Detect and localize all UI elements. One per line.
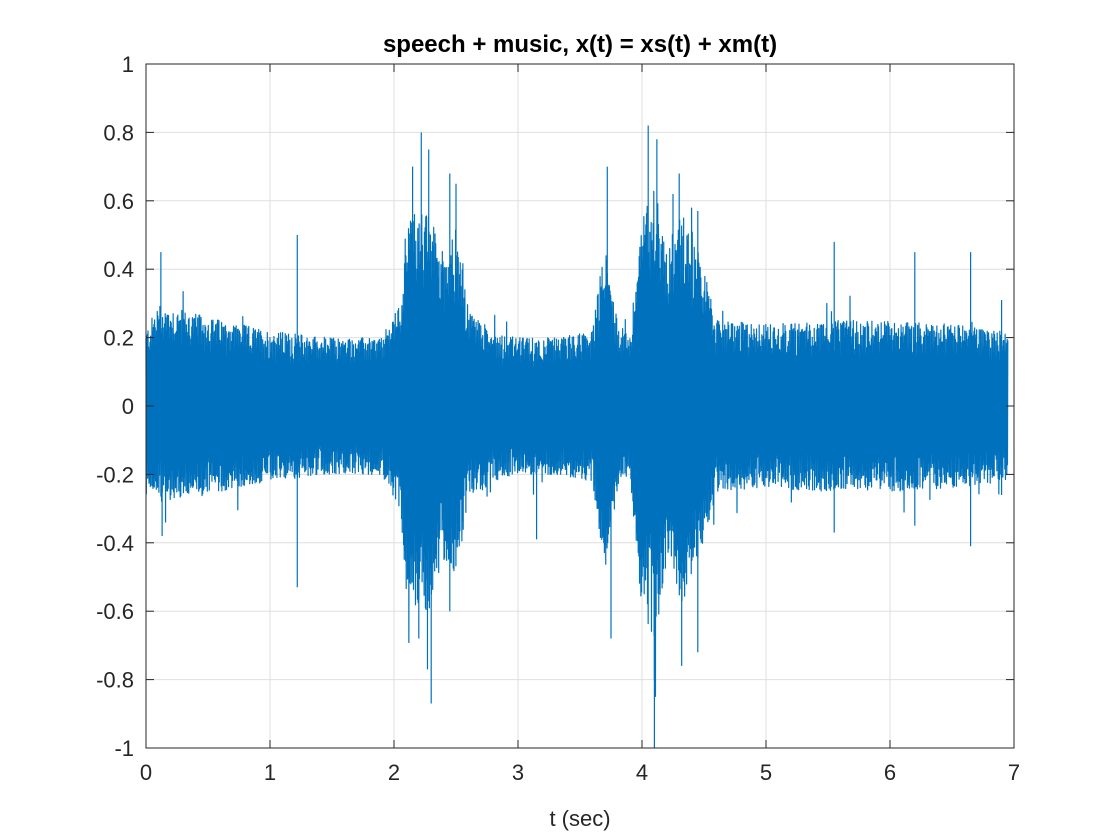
tick-labels: 0 1 2 3 4 5 6 7 -1 -0.8 -0.6 -0.4 -0.2 0 0.2 0.4 0.6 0.8 1 (96, 52, 1020, 785)
x-tick-label: 4 (636, 760, 648, 785)
y-tick-label: 0.6 (103, 189, 134, 214)
x-tick-label: 1 (264, 760, 276, 785)
y-tick-label: -0.8 (96, 668, 134, 693)
y-tick-label: -0.6 (96, 599, 134, 624)
x-tick-label: 0 (140, 760, 152, 785)
y-tick-label: 1 (122, 52, 134, 77)
y-tick-label: 0 (122, 394, 134, 419)
y-tick-label: -0.4 (96, 531, 134, 556)
y-tick-label: 0.8 (103, 120, 134, 145)
y-tick-label: -1 (114, 736, 134, 761)
y-tick-label: -0.2 (96, 462, 134, 487)
x-tick-label: 2 (388, 760, 400, 785)
x-tick-label: 6 (884, 760, 896, 785)
chart-title: speech + music, x(t) = xs(t) + xm(t) (383, 31, 777, 58)
x-tick-label: 3 (512, 760, 524, 785)
x-tick-label: 7 (1008, 760, 1020, 785)
signal-trace (145, 125, 1009, 748)
axis-ticks (145, 63, 1015, 749)
x-tick-label: 5 (760, 760, 772, 785)
y-tick-label: 0.4 (103, 257, 134, 282)
y-tick-label: 0.2 (103, 326, 134, 351)
x-axis-label: t (sec) (549, 806, 610, 831)
signal-core-band (146, 283, 1008, 538)
